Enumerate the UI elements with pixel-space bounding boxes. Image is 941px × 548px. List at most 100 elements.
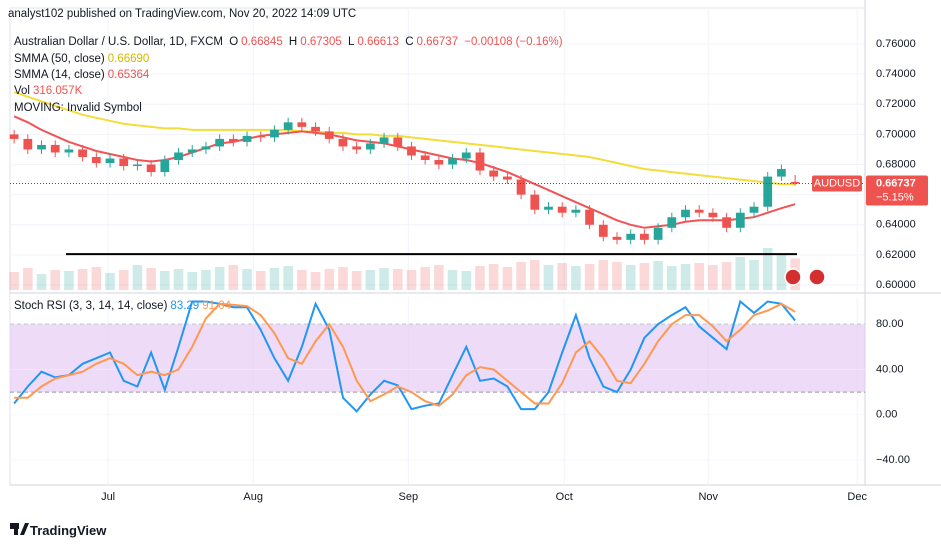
volume-bar <box>297 270 307 290</box>
volume-bar <box>639 263 650 290</box>
volume-bar <box>324 269 335 290</box>
volume-bar <box>475 266 485 290</box>
candle-body <box>516 179 526 195</box>
candle-body <box>544 206 553 210</box>
candle-body <box>37 144 46 150</box>
volume-bar <box>776 254 787 290</box>
y-tick-label: −40.00 <box>876 454 910 466</box>
candle-body <box>201 146 211 150</box>
volume-bar <box>543 265 554 290</box>
volume-bar <box>173 269 184 290</box>
legend-value: 316.057K <box>33 85 83 97</box>
legend-name: SMMA (14, close) <box>14 69 105 81</box>
ohlc-letter: L <box>348 36 355 48</box>
volume-bar <box>625 265 636 290</box>
ohlc-value: 0.66845 <box>241 36 283 48</box>
candle-body <box>242 135 252 142</box>
legend-value: 0.66690 <box>107 53 150 65</box>
volume-bar <box>228 265 239 290</box>
legend-value: 83.29 <box>170 300 200 312</box>
candle-body <box>653 227 663 240</box>
title: Australian Dollar / U.S. Dollar, 1D, FXC… <box>14 36 223 48</box>
candle-body <box>365 143 375 150</box>
candle-body <box>407 146 416 156</box>
candle-body <box>324 131 334 139</box>
y-tick-label: 80.00 <box>876 318 904 330</box>
volume-bar <box>584 264 595 290</box>
volume-bar <box>23 268 33 290</box>
x-tick-label: Dec <box>847 491 867 503</box>
candle-body <box>489 170 499 177</box>
volume-bar <box>598 260 609 290</box>
candle-body <box>283 122 293 130</box>
candle-body <box>777 169 786 177</box>
volume-bar <box>680 264 691 290</box>
candle-body <box>475 152 485 171</box>
legend-name: MOVING: Invalid Symbol <box>14 102 142 114</box>
candle-body <box>694 209 704 213</box>
volume-bar <box>91 267 102 290</box>
volume-bar <box>653 261 663 290</box>
flag-icon <box>808 268 826 286</box>
x-tick-label: Nov <box>698 491 718 503</box>
price-tag <box>866 175 928 206</box>
x-tick-label: Aug <box>243 491 263 503</box>
volume-bar <box>667 266 677 290</box>
volume-bar <box>557 263 567 290</box>
candle-body <box>749 206 759 213</box>
x-tick-label: Jul <box>101 491 115 503</box>
legend-name: Stoch RSI (3, 3, 14, 14, close) <box>14 300 168 312</box>
x-tick-label: Sep <box>399 491 419 503</box>
volume-bar <box>201 270 211 290</box>
candle-body <box>790 181 800 184</box>
volume-bar <box>365 270 376 290</box>
flag-icon <box>784 268 802 286</box>
candle-body <box>297 122 307 127</box>
volume-bar <box>269 268 280 290</box>
symbol-tag-text: AUDUSD <box>814 177 861 189</box>
candle-body <box>133 164 142 167</box>
y-tick-label: 0.00 <box>876 409 897 421</box>
volume-bar <box>420 267 430 290</box>
candle-body <box>434 160 444 165</box>
y-tick-label: 0.74000 <box>876 68 916 80</box>
volume-bar <box>118 270 129 290</box>
line <box>13 115 796 229</box>
volume-bar <box>762 248 773 290</box>
candle-body <box>722 217 731 228</box>
sma50-legend: SMMA (50, close) 0.66690 <box>14 53 152 65</box>
candle-body <box>9 134 19 139</box>
legend-name: SMMA (50, close) <box>14 53 105 65</box>
footer-logo-text: TradingView <box>30 523 107 538</box>
price-tag-value: 0.66737 <box>876 177 916 189</box>
legend-value: 0.65364 <box>107 69 150 81</box>
candle-body <box>91 156 101 164</box>
volume-bar <box>64 271 74 290</box>
candle-body <box>50 144 60 153</box>
y-tick-label: 0.64000 <box>876 219 916 231</box>
volume-bar <box>50 270 61 290</box>
volume-bar <box>379 268 389 290</box>
volume-bar <box>310 272 321 290</box>
vol-legend: Vol 316.057K <box>14 85 85 97</box>
y-tick-label: 40.00 <box>876 363 904 375</box>
ohlc-letter: H <box>288 36 298 48</box>
line <box>14 302 796 407</box>
volume-bar <box>132 265 143 290</box>
candle-body <box>338 138 348 147</box>
line <box>13 91 796 186</box>
sma14-legend: SMMA (14, close) 0.65364 <box>14 69 152 81</box>
candle-body <box>187 149 197 153</box>
candle-body <box>626 233 636 240</box>
volume-bar <box>9 272 19 290</box>
volume-bar <box>461 271 472 290</box>
volume-bar <box>351 271 362 290</box>
volume-bar <box>214 267 225 290</box>
candle-body <box>23 138 33 150</box>
candle-body <box>612 236 622 240</box>
candle-body <box>448 158 457 165</box>
ohlc-letter: O <box>229 36 239 48</box>
volume-bar <box>488 264 499 290</box>
volume-bar <box>708 265 718 290</box>
